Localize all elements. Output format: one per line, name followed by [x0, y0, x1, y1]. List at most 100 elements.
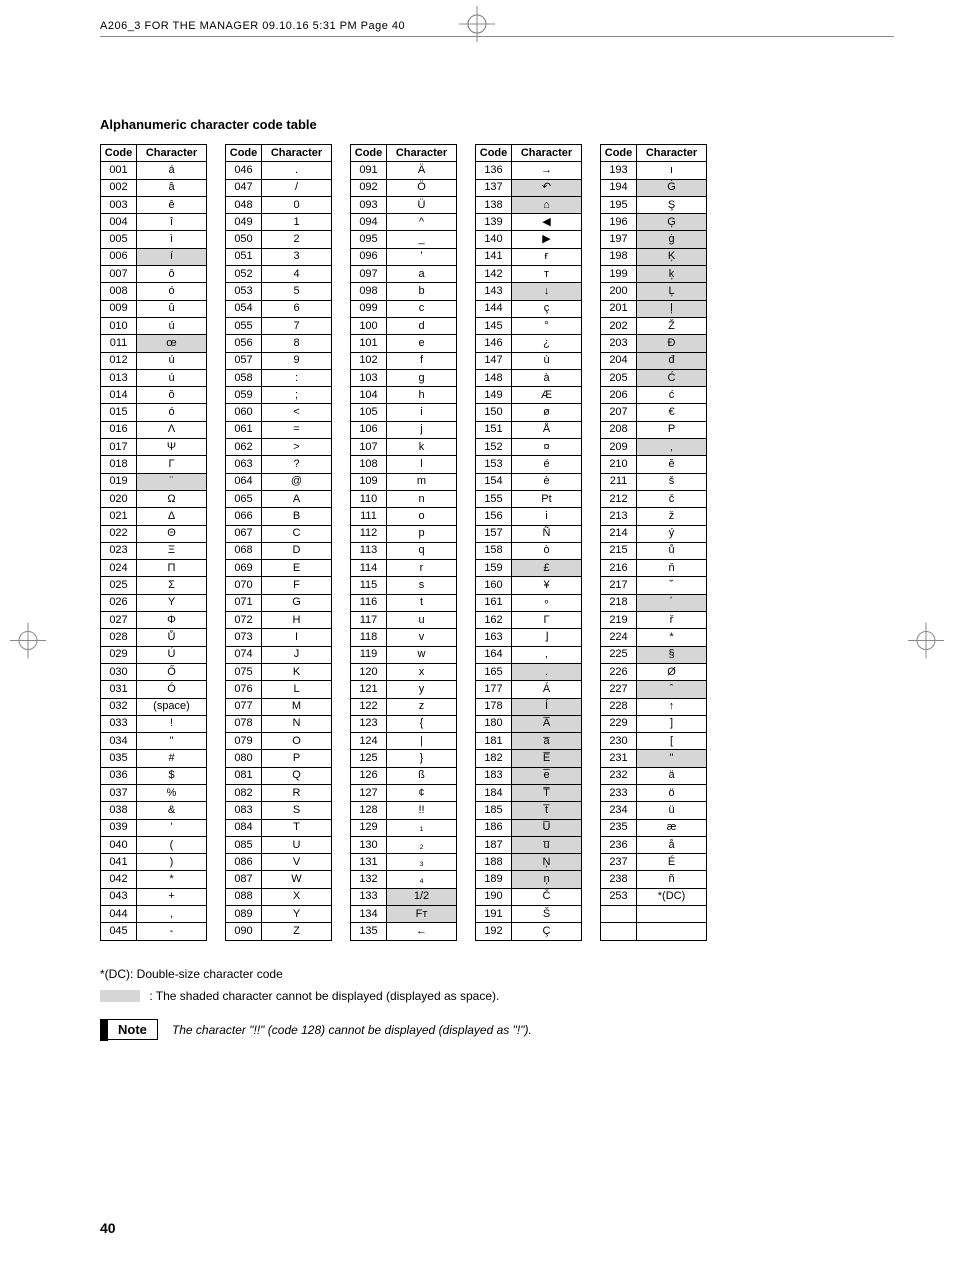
code-cell: 055 — [226, 317, 262, 334]
code-cell: 188 — [476, 854, 512, 871]
code-cell: 003 — [101, 196, 137, 213]
table-row: 165. — [476, 663, 582, 680]
table-row: 152¤ — [476, 439, 582, 456]
table-row: 018Γ — [101, 456, 207, 473]
code-cell: 048 — [226, 196, 262, 213]
table-row: 099c — [351, 300, 457, 317]
table-row: 1331/2 — [351, 888, 457, 905]
table-row: 226Ø — [601, 663, 707, 680]
character-cell: l — [387, 456, 457, 473]
table-row: 026Υ — [101, 594, 207, 611]
character-cell: Δ — [137, 508, 207, 525]
code-cell: 086 — [226, 854, 262, 871]
character-cell: Ü — [387, 196, 457, 213]
character-cell: Ķ — [637, 248, 707, 265]
character-cell: N — [262, 715, 332, 732]
code-cell: 073 — [226, 629, 262, 646]
code-cell: 050 — [226, 231, 262, 248]
character-cell: Ä — [387, 162, 457, 179]
character-cell: ø — [512, 404, 582, 421]
code-cell: 076 — [226, 681, 262, 698]
code-cell: 208 — [601, 421, 637, 438]
character-cell: ₂ — [387, 836, 457, 853]
code-cell: 064 — [226, 473, 262, 490]
character-cell: ž — [637, 508, 707, 525]
footnote-shaded-text: : The shaded character cannot be display… — [149, 989, 499, 1003]
table-row: 141ғ — [476, 248, 582, 265]
table-row: 0535 — [226, 283, 332, 300]
character-cell: Æ — [512, 387, 582, 404]
footnote-dc: *(DC): Double-size character code — [100, 967, 894, 981]
character-cell: A̅ — [512, 715, 582, 732]
code-cell: 218 — [601, 594, 637, 611]
table-row: 126ß — [351, 767, 457, 784]
code-table-2: CodeCharacter046.047/0480049105020513052… — [225, 144, 332, 941]
code-cell: 063 — [226, 456, 262, 473]
code-cell: 098 — [351, 283, 387, 300]
table-row: 036$ — [101, 767, 207, 784]
code-cell: 213 — [601, 508, 637, 525]
character-cell: ì — [137, 231, 207, 248]
table-row: 207€ — [601, 404, 707, 421]
code-cell: 146 — [476, 335, 512, 352]
character-cell: T — [262, 819, 332, 836]
character-cell: ¥ — [512, 577, 582, 594]
character-cell: Á — [512, 681, 582, 698]
character-cell: = — [262, 421, 332, 438]
character-cell: ; — [262, 387, 332, 404]
character-cell: z — [387, 698, 457, 715]
character-cell: / — [262, 179, 332, 196]
character-cell: ◀ — [512, 214, 582, 231]
character-cell — [637, 906, 707, 923]
code-cell: 109 — [351, 473, 387, 490]
table-row: 196Ģ — [601, 214, 707, 231]
code-cell: 051 — [226, 248, 262, 265]
character-cell: k — [387, 439, 457, 456]
character-cell: m — [387, 473, 457, 490]
code-cell: 203 — [601, 335, 637, 352]
table-row: 224* — [601, 629, 707, 646]
character-cell: O — [262, 733, 332, 750]
table-row: 064@ — [226, 473, 332, 490]
character-cell: œ — [137, 335, 207, 352]
note-badge: Note — [100, 1019, 158, 1041]
character-cell: č — [637, 490, 707, 507]
code-cell — [601, 906, 637, 923]
code-cell: 077 — [226, 698, 262, 715]
table-row: 066B — [226, 508, 332, 525]
code-cell: 209 — [601, 439, 637, 456]
table-row: 238ñ — [601, 871, 707, 888]
code-cell: 017 — [101, 439, 137, 456]
code-cell: 206 — [601, 387, 637, 404]
character-cell: E — [262, 560, 332, 577]
note-label: Note — [108, 1019, 158, 1040]
code-cell: 184 — [476, 784, 512, 801]
table-row: 102f — [351, 352, 457, 369]
table-row: 013ú — [101, 369, 207, 386]
character-cell: ⌋ — [512, 629, 582, 646]
table-row: 159£ — [476, 560, 582, 577]
code-cell: 029 — [101, 646, 137, 663]
character-cell: Ő — [137, 663, 207, 680]
character-cell: ´ — [637, 594, 707, 611]
code-cell: 101 — [351, 335, 387, 352]
code-cell: 253 — [601, 888, 637, 905]
code-cell: 182 — [476, 750, 512, 767]
character-cell: Ģ — [637, 214, 707, 231]
table-row: 128!! — [351, 802, 457, 819]
character-cell: Σ — [137, 577, 207, 594]
table-row: 016Λ — [101, 421, 207, 438]
table-row: 060< — [226, 404, 332, 421]
table-row: 116t — [351, 594, 457, 611]
code-cell: 202 — [601, 317, 637, 334]
table-row: 219ř — [601, 612, 707, 629]
code-cell: 122 — [351, 698, 387, 715]
character-cell: [ — [637, 733, 707, 750]
code-cell: 156 — [476, 508, 512, 525]
code-cell: 198 — [601, 248, 637, 265]
code-cell: 085 — [226, 836, 262, 853]
table-row: 0491 — [226, 214, 332, 231]
character-cell: Å — [512, 421, 582, 438]
character-cell: (space) — [137, 698, 207, 715]
character-cell: ó — [137, 283, 207, 300]
